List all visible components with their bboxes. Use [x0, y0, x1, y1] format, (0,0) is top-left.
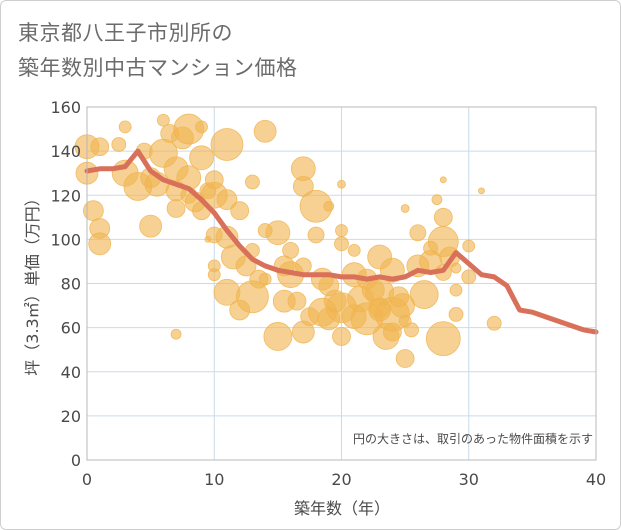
data-bubble	[245, 174, 260, 190]
y-tick-label: 160	[50, 98, 81, 117]
y-tick-label: 0	[71, 451, 81, 470]
data-bubble	[486, 315, 502, 331]
data-bubble	[88, 232, 112, 256]
data-bubble	[337, 179, 346, 189]
data-bubble	[368, 298, 392, 322]
data-bubble	[409, 280, 439, 309]
data-bubble	[139, 214, 163, 238]
bubble-size-note: 円の大きさは、取引のあった物件面積を示す	[353, 431, 593, 446]
data-bubble	[347, 244, 361, 257]
data-bubble	[216, 189, 238, 211]
x-tick-labels: 0 10 20 30 40	[82, 470, 606, 489]
data-bubble	[323, 200, 335, 212]
data-bubble	[404, 322, 419, 338]
data-bubble	[307, 226, 325, 244]
x-tick-label: 40	[586, 470, 606, 489]
data-bubble	[425, 321, 461, 357]
y-tick-label: 60	[61, 319, 81, 338]
x-axis-title: 築年数（年）	[294, 499, 390, 518]
y-axis-title: 坪（3.3㎡）単価（万円）	[23, 190, 42, 375]
data-bubble	[332, 327, 351, 346]
data-bubble	[287, 291, 307, 311]
data-bubble	[263, 322, 293, 351]
x-tick-label: 0	[82, 470, 92, 489]
data-bubble	[382, 322, 402, 342]
data-bubble	[282, 242, 300, 259]
data-bubble	[431, 194, 443, 206]
data-bubble	[409, 224, 427, 242]
data-bubble	[207, 268, 221, 282]
data-bubble	[334, 236, 349, 252]
data-bubble	[258, 272, 272, 286]
plot-border	[86, 106, 597, 461]
data-bubble	[90, 137, 110, 157]
data-bubble	[156, 113, 170, 127]
data-bubble	[230, 201, 250, 221]
data-bubble	[210, 128, 244, 161]
data-bubble	[449, 283, 463, 297]
x-tick-label: 30	[459, 470, 479, 489]
data-bubble	[390, 293, 415, 318]
y-tick-label: 80	[61, 275, 81, 294]
data-bubble	[450, 262, 462, 274]
y-tick-label: 20	[61, 407, 81, 426]
data-bubble	[111, 137, 127, 152]
data-bubble	[400, 204, 410, 213]
data-bubble	[204, 170, 224, 190]
data-bubble	[82, 200, 104, 222]
y-tick-labels: 0 20 40 60 80 100 120 140 160	[50, 98, 81, 470]
data-bubble	[335, 224, 348, 237]
data-bubble	[462, 239, 476, 253]
chart-title: 東京都八王子市別所の 築年数別中古マンション価格	[18, 16, 298, 86]
data-bubble	[195, 120, 208, 134]
data-bubble	[189, 145, 214, 171]
data-bubble	[253, 119, 277, 143]
data-bubble	[448, 306, 464, 322]
data-bubble	[170, 328, 182, 340]
data-bubble	[317, 307, 341, 331]
chart-title-line2: 築年数別中古マンション価格	[18, 56, 298, 80]
y-tick-label: 40	[61, 363, 81, 382]
chart-title-line1: 東京都八王子市別所の	[18, 21, 233, 45]
average-price-line	[84, 148, 599, 335]
y-tick-label: 120	[50, 186, 81, 205]
y-tick-label: 140	[50, 142, 81, 161]
data-bubble	[478, 187, 485, 195]
data-bubble	[461, 269, 477, 285]
data-bubble	[204, 235, 212, 243]
data-bubble	[265, 220, 291, 246]
data-bubble	[395, 349, 415, 368]
x-tick-label: 20	[331, 470, 351, 489]
bubble-series	[74, 113, 502, 368]
data-bubble	[433, 207, 453, 227]
x-tick-label: 10	[204, 470, 224, 489]
data-bubble	[341, 304, 367, 329]
y-tick-label: 100	[50, 230, 81, 249]
data-bubble	[118, 120, 132, 134]
data-bubble	[439, 176, 447, 184]
data-bubble	[166, 199, 186, 218]
